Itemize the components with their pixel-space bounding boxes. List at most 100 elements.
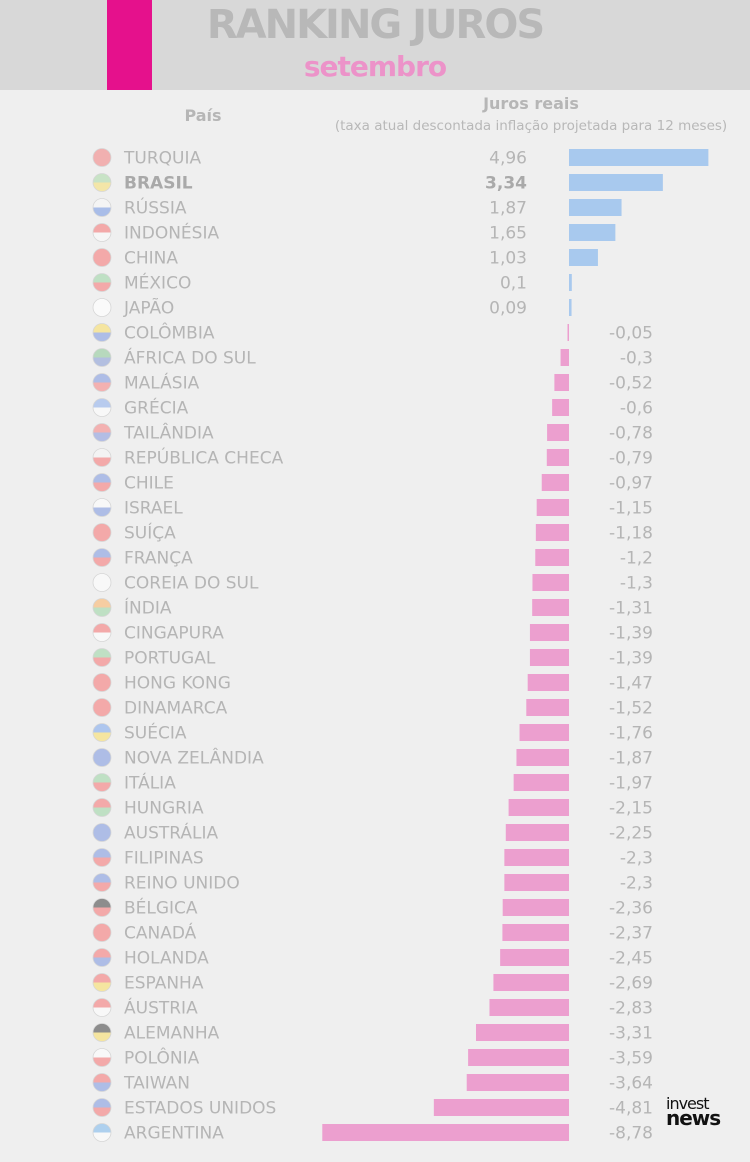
value-label: 1,87 bbox=[489, 199, 527, 219]
flag-icon-top bbox=[93, 598, 111, 608]
flag-icon-bottom bbox=[93, 1007, 111, 1017]
flag-icon bbox=[92, 598, 112, 617]
flag-icon-bottom bbox=[93, 957, 111, 967]
country-label: ESTADOS UNIDOS bbox=[124, 1099, 276, 1119]
value-label: -2,37 bbox=[609, 924, 653, 944]
value-label: -1,76 bbox=[609, 724, 653, 744]
flag-icon-bottom bbox=[93, 807, 111, 817]
flag-icon-bottom bbox=[93, 1107, 111, 1117]
flag-icon bbox=[92, 223, 112, 242]
flag-icon-bottom bbox=[93, 557, 111, 567]
country-label: SUÉCIA bbox=[124, 722, 187, 744]
flag-icon bbox=[92, 273, 112, 292]
value-label: -1,97 bbox=[609, 774, 653, 794]
country-label: TAILÂNDIA bbox=[123, 422, 214, 444]
country-label: SUÍÇA bbox=[124, 522, 176, 544]
flag-icon bbox=[92, 698, 112, 717]
flag-icon-top bbox=[93, 348, 111, 358]
flag-icon-bottom bbox=[93, 682, 111, 692]
value-label: -2,83 bbox=[609, 999, 653, 1019]
flag-icon bbox=[92, 298, 112, 317]
positive-bar bbox=[569, 174, 663, 191]
flag-icon-bottom bbox=[93, 1057, 111, 1067]
negative-bar bbox=[322, 1124, 569, 1141]
flag-icon-top bbox=[93, 473, 111, 483]
flag-icon bbox=[92, 498, 112, 517]
country-column-header: País bbox=[184, 106, 222, 125]
flag-icon-bottom bbox=[93, 332, 111, 342]
flag-icon-bottom bbox=[93, 1082, 111, 1092]
positive-bar bbox=[569, 224, 616, 241]
flag-icon bbox=[92, 448, 112, 467]
flag-icon-top bbox=[93, 448, 111, 458]
country-label: ESPANHA bbox=[124, 974, 204, 994]
value-label: -0,52 bbox=[609, 374, 653, 394]
negative-bar bbox=[546, 449, 569, 466]
negative-bar bbox=[527, 674, 569, 691]
flag-icon-bottom bbox=[93, 1132, 111, 1142]
positive-bar bbox=[569, 149, 709, 166]
flag-icon bbox=[92, 348, 112, 367]
flag-icon-top bbox=[93, 823, 111, 833]
flag-icon-top bbox=[93, 273, 111, 283]
negative-bar bbox=[504, 874, 569, 891]
flag-icon-top bbox=[93, 198, 111, 208]
flag-icon-bottom bbox=[93, 782, 111, 792]
flag-icon-top bbox=[93, 148, 111, 158]
negative-bar bbox=[475, 1024, 569, 1041]
value-label: -4,81 bbox=[609, 1099, 653, 1119]
value-label: -0,78 bbox=[609, 424, 653, 444]
country-label: BRASIL bbox=[124, 174, 193, 194]
country-label: FRANÇA bbox=[124, 549, 193, 569]
flag-icon-top bbox=[93, 1023, 111, 1033]
country-label: REINO UNIDO bbox=[124, 874, 240, 894]
negative-bar bbox=[519, 724, 569, 741]
country-label: GRÉCIA bbox=[124, 397, 189, 419]
negative-bar bbox=[468, 1049, 569, 1066]
flag-icon-bottom bbox=[93, 632, 111, 642]
flag-icon-top bbox=[93, 298, 111, 308]
value-label: 1,65 bbox=[489, 224, 527, 244]
country-label: REPÚBLICA CHECA bbox=[124, 447, 284, 469]
flag-icon-top bbox=[93, 423, 111, 433]
value-label: -0,05 bbox=[609, 324, 653, 344]
flag-icon-top bbox=[93, 623, 111, 633]
flag-icon-bottom bbox=[93, 457, 111, 467]
flag-icon-bottom bbox=[93, 357, 111, 367]
flag-icon-top bbox=[93, 223, 111, 233]
value-label: -2,45 bbox=[609, 949, 653, 969]
flag-icon-bottom bbox=[93, 507, 111, 517]
flag-icon bbox=[92, 148, 112, 167]
flag-icon bbox=[92, 1098, 112, 1117]
positive-bar bbox=[569, 249, 598, 266]
value-label: -1,3 bbox=[620, 574, 653, 594]
value-label: -0,3 bbox=[620, 349, 653, 369]
country-label: DINAMARCA bbox=[124, 699, 228, 719]
country-label: COREIA DO SUL bbox=[124, 574, 259, 594]
negative-bar bbox=[560, 349, 569, 366]
negative-bar bbox=[536, 499, 569, 516]
flag-icon-bottom bbox=[93, 882, 111, 892]
flag-icon bbox=[92, 373, 112, 392]
negative-bar bbox=[516, 749, 569, 766]
flag-icon-top bbox=[93, 773, 111, 783]
negative-bar bbox=[529, 624, 569, 641]
flag-icon-top bbox=[93, 398, 111, 408]
value-label: -1,18 bbox=[609, 524, 653, 544]
negative-bar bbox=[532, 599, 569, 616]
flag-icon bbox=[92, 248, 112, 267]
value-label: 3,34 bbox=[485, 174, 527, 194]
flag-icon-bottom bbox=[93, 907, 111, 917]
flag-icon-top bbox=[93, 323, 111, 333]
flag-icon bbox=[92, 773, 112, 792]
country-label: ÍNDIA bbox=[124, 597, 172, 619]
value-label: -0,97 bbox=[609, 474, 653, 494]
country-label: PORTUGAL bbox=[124, 649, 216, 669]
flag-icon-top bbox=[93, 173, 111, 183]
value-label: 4,96 bbox=[489, 149, 527, 169]
flag-icon-bottom bbox=[93, 232, 111, 242]
negative-bar bbox=[532, 574, 569, 591]
flag-icon-top bbox=[93, 523, 111, 533]
flag-icon-bottom bbox=[93, 157, 111, 167]
value-label: -2,36 bbox=[609, 899, 653, 919]
